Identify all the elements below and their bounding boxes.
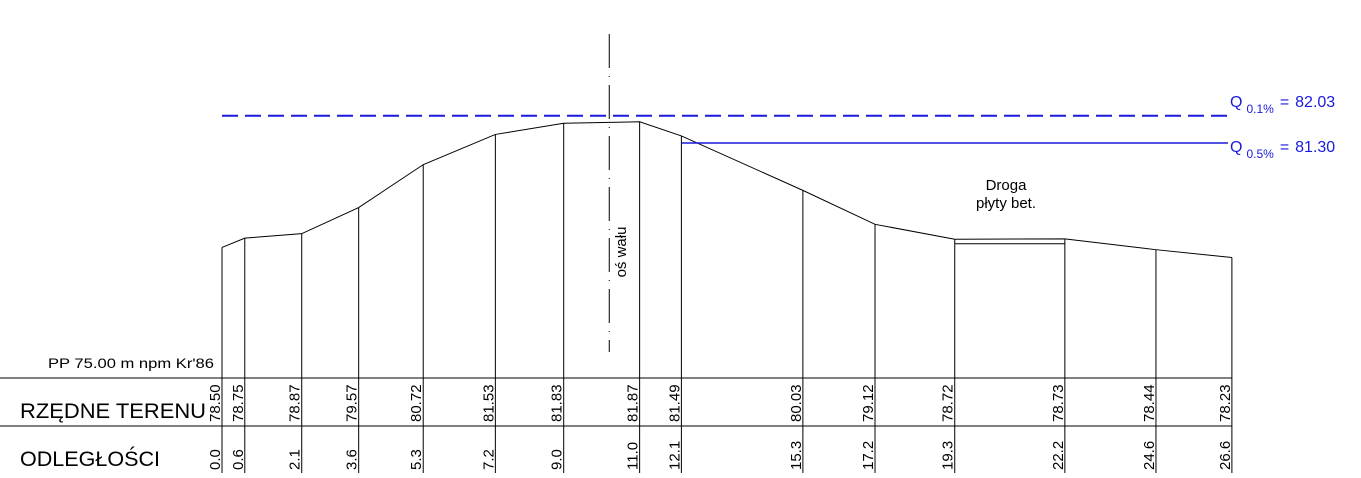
axis-label: oś wału — [613, 227, 630, 278]
terrain-line — [221, 121, 1232, 259]
distance-value: 9.0 — [549, 449, 566, 470]
distance-value: 7.2 — [480, 449, 497, 470]
elevation-value: 80.72 — [408, 384, 425, 422]
distance-value: 22.2 — [1050, 441, 1067, 470]
road-label-line-2: płyty bet. — [976, 195, 1036, 212]
water-level-sub-q01: 0.1% — [1246, 102, 1274, 116]
elevation-value: 81.83 — [549, 384, 566, 422]
elevation-value: 79.12 — [860, 384, 877, 422]
distance-value: 3.6 — [344, 449, 361, 470]
road-label-line-1: Droga — [986, 177, 1028, 194]
terrain-profile — [221, 121, 1233, 378]
water-level-value-q01: 82.03 — [1295, 94, 1335, 111]
water-level-sub-q05: 0.5% — [1246, 147, 1274, 161]
elevation-value: 78.87 — [287, 384, 304, 422]
elevation-value: 81.87 — [625, 384, 642, 422]
distance-value: 19.3 — [940, 441, 957, 470]
water-level-value-q05: 81.30 — [1295, 139, 1335, 156]
elevation-value: 78.50 — [207, 384, 224, 422]
elevation-value: 81.53 — [480, 384, 497, 422]
distance-value: 0.0 — [207, 449, 224, 470]
distance-value: 0.6 — [230, 449, 247, 470]
data-table: 78.50 0.0 78.75 0.6 78.87 2.1 79.57 3.6 80.72 5.3… — [0, 377, 1234, 473]
elevation-value: 78.75 — [230, 384, 247, 422]
row-label-elevations: RZĘDNE TERENU — [20, 400, 206, 423]
elevation-value: 79.57 — [344, 384, 361, 422]
datum-label: PP 75.00 m npm Kr'86 — [48, 355, 214, 371]
elevation-value: 80.03 — [788, 384, 805, 422]
water-level-label-q05: Q 0.5% = 81.30 — [1230, 139, 1335, 161]
distance-value: 26.6 — [1217, 441, 1234, 470]
elevation-value: 78.44 — [1141, 384, 1158, 422]
water-levels — [222, 114, 1228, 144]
row-label-distances: ODLEGŁOŚCI — [20, 447, 160, 471]
elevation-value: 78.73 — [1050, 384, 1067, 422]
distance-value: 24.6 — [1141, 441, 1158, 470]
water-level-label-q01: Q 0.1% = 82.03 — [1230, 94, 1335, 116]
distance-value: 17.2 — [860, 441, 877, 470]
elevation-value: 78.23 — [1217, 384, 1234, 422]
distance-value: 12.1 — [666, 441, 683, 470]
elevation-value: 81.49 — [666, 384, 683, 422]
distance-value: 2.1 — [287, 449, 304, 470]
elevation-value: 78.72 — [940, 384, 957, 422]
distance-value: 15.3 — [788, 441, 805, 470]
distance-value: 5.3 — [408, 449, 425, 470]
distance-value: 11.0 — [625, 442, 642, 470]
